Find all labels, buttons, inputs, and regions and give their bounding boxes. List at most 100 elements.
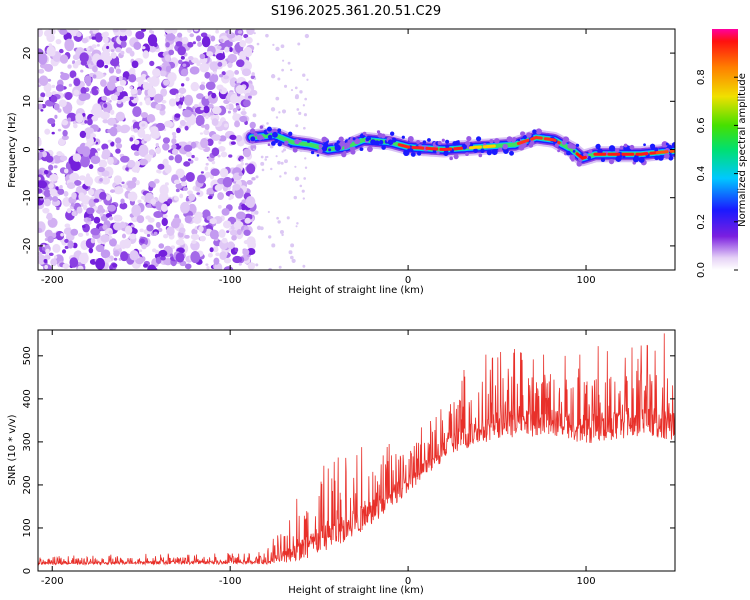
noise-speck: [207, 195, 213, 200]
noise-speck: [206, 138, 214, 146]
noise-speck: [110, 94, 118, 101]
ridge-speck: [289, 144, 293, 148]
ridge-speck: [362, 131, 367, 136]
noise-speck: [115, 143, 123, 149]
noise-speck: [280, 161, 284, 165]
noise-speck: [227, 53, 238, 63]
noise-speck: [270, 74, 276, 79]
noise-speck: [112, 29, 119, 33]
noise-speck: [227, 103, 234, 111]
noise-speck: [54, 114, 58, 119]
colorbar-tick-label: 0.0: [696, 262, 707, 278]
ridge-speck: [595, 143, 601, 150]
noise-speck: [251, 72, 255, 76]
ridge-speck: [416, 140, 421, 144]
noise-speck: [201, 36, 211, 48]
ridge-speck: [600, 157, 606, 163]
ridge-speck: [422, 140, 427, 144]
noise-speck: [234, 120, 241, 128]
noise-speck: [235, 85, 246, 95]
noise-speck: [81, 146, 91, 158]
noise-speck: [246, 180, 253, 185]
noise-speck: [71, 192, 77, 200]
x-tick-label: 0: [405, 275, 411, 286]
noise-speck: [256, 42, 260, 46]
noise-speck: [121, 233, 127, 239]
noise-speck: [140, 29, 147, 32]
noise-speck: [46, 45, 56, 57]
noise-speck: [153, 42, 158, 48]
noise-speck: [266, 122, 269, 125]
noise-speck: [192, 41, 196, 45]
noise-speck: [85, 133, 91, 140]
noise-speck: [163, 257, 173, 266]
noise-speck: [219, 87, 228, 95]
noise-speck: [173, 196, 179, 201]
noise-speck: [120, 155, 130, 163]
noise-speck: [213, 257, 220, 265]
noise-speck: [38, 137, 42, 146]
noise-speck: [72, 63, 79, 69]
noise-speck: [100, 234, 111, 243]
noise-speck: [304, 157, 307, 160]
noise-speck: [164, 164, 172, 174]
noise-speck: [81, 37, 89, 44]
noise-speck: [290, 89, 294, 92]
noise-speck: [287, 61, 291, 65]
noise-speck: [254, 210, 259, 215]
noise-speck: [240, 161, 245, 166]
noise-speck: [225, 104, 230, 110]
noise-speck: [146, 77, 154, 83]
noise-speck: [294, 86, 298, 90]
noise-speck: [235, 211, 246, 220]
noise-speck: [96, 148, 101, 151]
noise-speck: [306, 78, 309, 81]
noise-speck: [279, 175, 282, 178]
noise-speck: [284, 159, 288, 164]
noise-speck: [231, 235, 237, 241]
noise-speck: [38, 180, 48, 189]
noise-speck: [141, 46, 146, 50]
y-tick-label: 300: [22, 432, 33, 451]
noise-speck: [133, 41, 142, 51]
noise-speck: [187, 158, 192, 162]
ridge-speck: [370, 139, 376, 146]
noise-speck: [219, 38, 224, 43]
ridge-speck: [299, 139, 302, 143]
noise-speck: [101, 177, 111, 185]
noise-speck: [38, 75, 49, 86]
noise-speck: [243, 46, 253, 58]
noise-speck: [139, 228, 144, 233]
noise-speck: [42, 207, 50, 214]
noise-speck: [51, 84, 56, 89]
noise-speck: [153, 178, 160, 184]
noise-speck: [50, 95, 58, 103]
noise-speck: [95, 257, 106, 270]
ridge-speck: [650, 145, 656, 151]
noise-speck: [198, 225, 204, 233]
noise-speck: [213, 71, 217, 75]
noise-speck: [240, 110, 247, 116]
noise-speck: [76, 206, 83, 214]
ridge-speck: [253, 132, 258, 137]
noise-speck: [243, 99, 251, 107]
noise-speck: [59, 184, 63, 190]
noise-speck: [127, 159, 136, 168]
noise-speck: [185, 151, 192, 158]
noise-speck: [169, 88, 179, 96]
noise-speck: [192, 214, 202, 224]
noise-speck: [107, 156, 114, 165]
noise-speck: [61, 249, 67, 254]
noise-speck: [237, 30, 243, 34]
noise-speck: [197, 41, 203, 47]
noise-speck: [230, 141, 236, 145]
noise-speck: [142, 133, 152, 142]
colorbar-label: Normalized spectral amplitude: [737, 73, 748, 227]
noise-speck: [299, 184, 303, 188]
noise-speck: [219, 251, 227, 261]
noise-speck: [275, 96, 280, 101]
colorbar-tick-label: 0.8: [696, 69, 707, 85]
noise-speck: [101, 143, 109, 151]
noise-speck: [157, 227, 163, 233]
